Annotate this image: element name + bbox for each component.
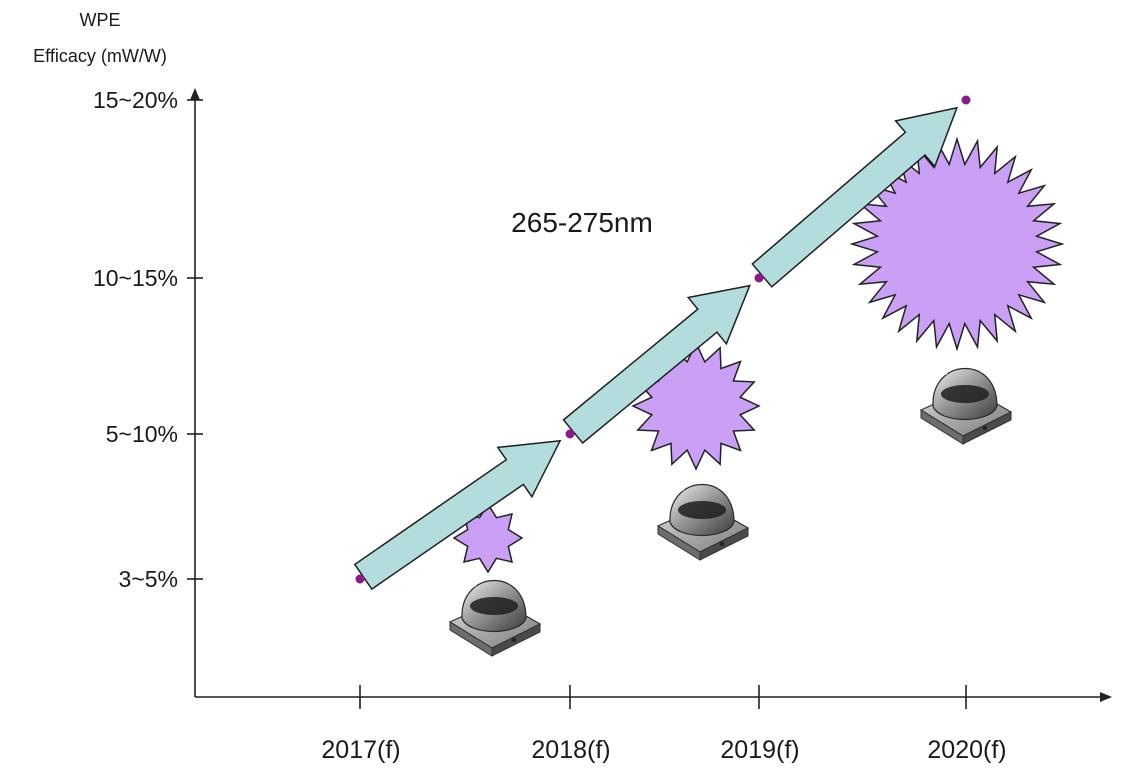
series-arrow-2018(f) bbox=[562, 284, 751, 445]
y-axis-arrowhead bbox=[190, 88, 200, 100]
x-tick-label: 2018(f) bbox=[531, 736, 610, 764]
x-tick-label: 2017(f) bbox=[321, 736, 400, 764]
series-arrow-2017(f) bbox=[353, 439, 562, 591]
y-tick-label: 10~15% bbox=[93, 265, 178, 291]
uv-led-package-icon bbox=[448, 574, 542, 657]
data-point-2019(f) bbox=[754, 273, 764, 283]
y-tick-label: 5~10% bbox=[106, 421, 178, 447]
data-point-2017(f) bbox=[355, 574, 365, 584]
x-tick-label: 2020(f) bbox=[927, 736, 1006, 764]
axes bbox=[187, 88, 1112, 709]
chart-text: 3~5% 5~10% 10~15% 15~20% 2017(f) 2018(f) 2019(… bbox=[33, 10, 1006, 764]
decorations bbox=[448, 136, 1065, 657]
y-axis-title-line2: Efficacy (mW/W) bbox=[33, 46, 167, 66]
data-point-2020(f) bbox=[961, 95, 971, 105]
x-tick-label: 2019(f) bbox=[720, 736, 799, 764]
wavelength-annotation: 265-275nm bbox=[511, 207, 653, 238]
y-tick-label: 3~5% bbox=[119, 566, 178, 592]
data-point-2018(f) bbox=[565, 429, 575, 439]
uv-led-package-icon bbox=[656, 478, 750, 561]
x-axis-arrowhead bbox=[1100, 692, 1112, 702]
y-tick-label: 15~20% bbox=[93, 87, 178, 113]
uv-burst-icon bbox=[849, 136, 1065, 352]
series-arrow-2019(f) bbox=[751, 106, 959, 288]
y-axis-title-line1: WPE bbox=[79, 10, 120, 30]
series-arrows bbox=[353, 95, 971, 591]
uv-led-package-icon bbox=[919, 362, 1013, 445]
